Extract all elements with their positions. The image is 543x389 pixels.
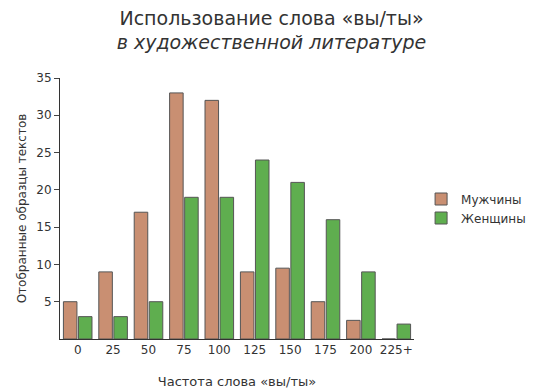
svg-text:0: 0: [74, 343, 82, 357]
svg-text:Отобранные образцы текстов: Отобранные образцы текстов: [15, 114, 29, 304]
svg-text:15: 15: [36, 220, 51, 234]
svg-text:200: 200: [349, 343, 372, 357]
svg-text:Частота слова «вы/ты»: Частота слова «вы/ты»: [158, 374, 316, 389]
svg-text:Мужчины: Мужчины: [461, 193, 521, 207]
svg-text:35: 35: [36, 71, 51, 85]
svg-text:Использование слова «вы/ты»в х: Использование слова «вы/ты»в художествен…: [117, 7, 427, 54]
svg-text:10: 10: [36, 258, 51, 272]
svg-text:125: 125: [243, 343, 266, 357]
svg-text:175: 175: [314, 343, 337, 357]
svg-text:100: 100: [208, 343, 231, 357]
svg-text:25: 25: [36, 146, 51, 160]
svg-text:50: 50: [141, 343, 156, 357]
svg-text:75: 75: [176, 343, 191, 357]
svg-text:5: 5: [44, 295, 52, 309]
svg-text:225+: 225+: [380, 343, 413, 357]
svg-text:25: 25: [105, 343, 120, 357]
svg-text:20: 20: [36, 183, 51, 197]
svg-text:30: 30: [36, 108, 51, 122]
svg-text:150: 150: [279, 343, 302, 357]
svg-text:Женщины: Женщины: [461, 212, 526, 226]
